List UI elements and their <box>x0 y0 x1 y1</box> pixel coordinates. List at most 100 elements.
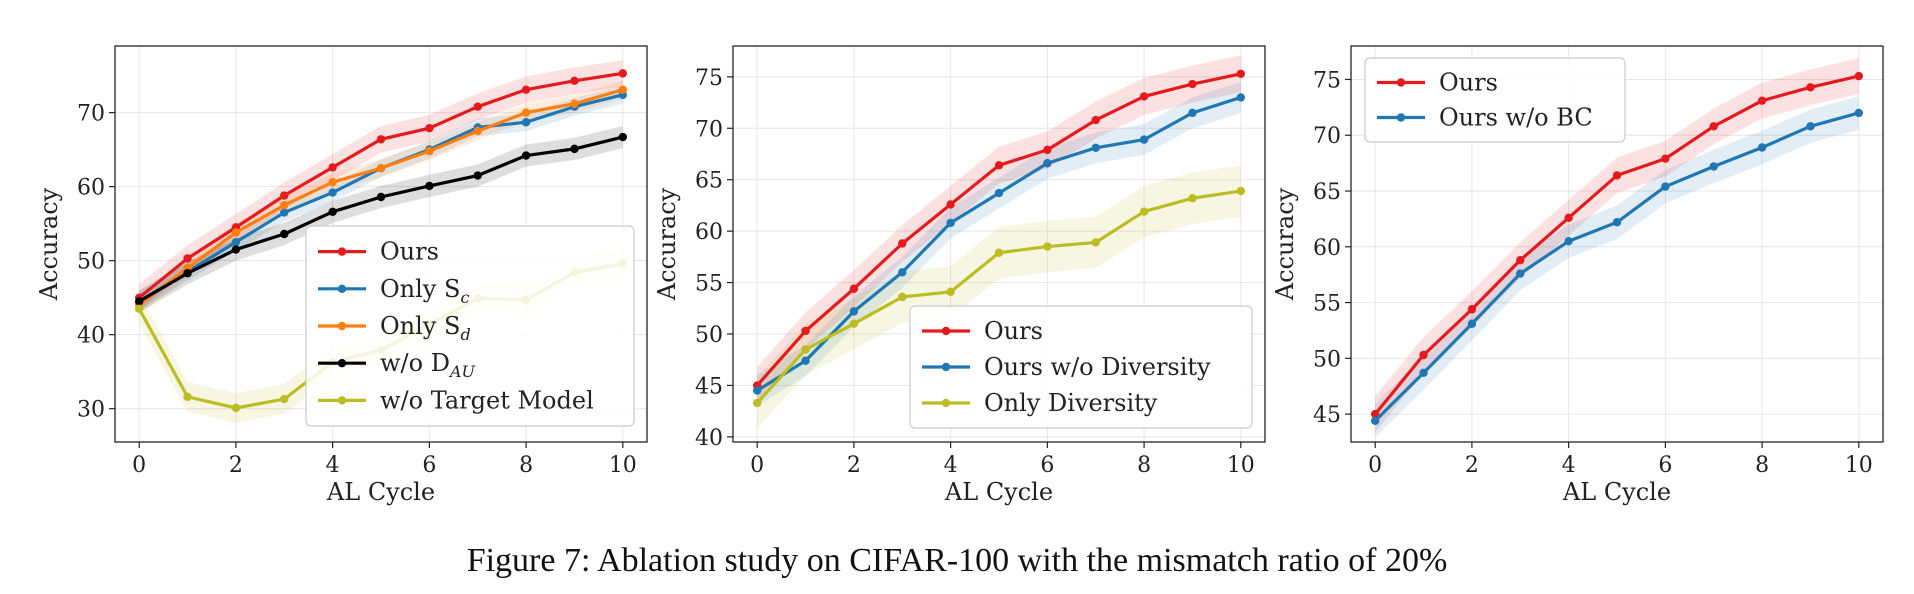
y-tick-label: 60 <box>1313 236 1341 261</box>
data-point <box>618 69 628 78</box>
y-tick-label: 40 <box>695 426 723 451</box>
data-point <box>618 85 628 94</box>
data-point <box>994 188 1004 198</box>
legend: Ours Ours w/o Diversity Only Diversity <box>909 305 1253 429</box>
data-point <box>1139 207 1149 216</box>
confidence-band <box>139 60 623 311</box>
x-tick-label: 6 <box>422 453 436 478</box>
legend-label: Only Diversity <box>984 389 1158 417</box>
data-point <box>1236 69 1246 78</box>
data-point <box>231 245 241 254</box>
data-point <box>1091 143 1100 153</box>
data-point <box>231 403 241 413</box>
x-tick-label: 2 <box>847 453 861 478</box>
legend-label: Ours <box>1439 69 1498 97</box>
y-tick-label: 75 <box>1313 68 1341 93</box>
data-point <box>1043 159 1052 168</box>
legend-label: Only Sc <box>380 275 469 307</box>
data-point <box>752 398 762 408</box>
data-point <box>1236 93 1246 102</box>
data-point <box>1564 237 1573 246</box>
data-point <box>183 392 192 402</box>
data-point <box>1139 135 1149 144</box>
data-point <box>1854 71 1864 81</box>
data-point <box>1419 350 1428 360</box>
confidence-band <box>757 165 1241 429</box>
data-point <box>134 304 144 313</box>
data-point <box>183 254 192 263</box>
x-tick-label: 2 <box>229 453 243 478</box>
data-point <box>898 268 907 277</box>
y-tick-label: 50 <box>77 250 105 275</box>
legend-label: Ours w/o Diversity <box>984 353 1211 381</box>
data-point <box>425 181 434 191</box>
y-tick-label: 65 <box>1313 180 1341 205</box>
data-point <box>1661 154 1670 163</box>
data-point <box>570 144 579 154</box>
data-point <box>376 163 386 173</box>
data-point <box>1612 171 1622 180</box>
data-point <box>280 208 289 217</box>
data-point <box>425 123 434 133</box>
figure-caption: Figure 7: Ablation study on CIFAR-100 wi… <box>466 542 1448 579</box>
legend-marker <box>941 362 951 372</box>
data-point <box>521 108 531 117</box>
data-point <box>1139 92 1149 101</box>
x-tick-label: 8 <box>1755 453 1769 478</box>
data-point <box>425 146 434 156</box>
data-point <box>231 237 241 247</box>
x-tick-label: 4 <box>326 453 340 478</box>
data-point <box>618 132 628 142</box>
x-tick-label: 4 <box>944 453 958 478</box>
y-axis-label: Accuracy <box>1271 187 1299 301</box>
confidence-band <box>757 55 1241 404</box>
x-tick-label: 10 <box>1845 453 1873 478</box>
legend-label: Ours <box>380 238 439 266</box>
data-point <box>280 191 289 200</box>
y-tick-label: 40 <box>77 324 105 349</box>
data-point <box>1188 108 1197 118</box>
chart-panel-3: 0 2 4 6 8 10 45 50 55 60 65 70 75 AL Cycle Accuracy Our… <box>1271 45 1884 506</box>
data-point <box>898 239 907 248</box>
data-point <box>898 292 907 302</box>
data-point <box>1419 368 1428 378</box>
data-point <box>1757 143 1767 152</box>
x-tick-label: 10 <box>609 453 637 478</box>
legend-marker <box>337 396 347 405</box>
data-point <box>1043 242 1052 251</box>
y-tick-label: 55 <box>1313 292 1341 317</box>
data-point <box>849 284 859 293</box>
legend-marker <box>337 247 347 256</box>
data-point <box>1091 238 1100 247</box>
data-point <box>1188 194 1197 203</box>
data-point <box>376 192 386 202</box>
y-tick-label: 60 <box>695 220 723 245</box>
data-point <box>1854 108 1864 118</box>
legend-marker <box>337 321 347 331</box>
data-point <box>946 200 955 209</box>
legend-label: Ours <box>984 317 1043 345</box>
legend-marker <box>941 398 951 408</box>
y-tick-label: 60 <box>77 176 105 201</box>
data-point <box>994 248 1004 257</box>
data-point <box>183 269 192 278</box>
data-point <box>134 297 144 306</box>
y-axis-label: Accuracy <box>35 187 63 301</box>
x-tick-label: 0 <box>750 453 764 478</box>
data-point <box>328 177 337 187</box>
data-point <box>328 188 337 197</box>
x-tick-label: 10 <box>1227 453 1255 478</box>
data-point <box>1806 83 1815 92</box>
x-axis-label: AL Cycle <box>944 478 1053 506</box>
y-tick-label: 70 <box>77 102 105 127</box>
confidence-band <box>1375 96 1859 438</box>
x-tick-label: 0 <box>1368 453 1382 478</box>
plot-frame <box>1350 45 1884 443</box>
chart-panel-1: 0 2 4 6 8 10 30 40 50 60 70 AL Cycle Accuracy Ours Onl… <box>35 45 648 506</box>
legend-box <box>305 225 635 427</box>
data-point <box>1661 182 1670 191</box>
x-tick-label: 6 <box>1040 453 1054 478</box>
x-tick-label: 0 <box>132 453 146 478</box>
